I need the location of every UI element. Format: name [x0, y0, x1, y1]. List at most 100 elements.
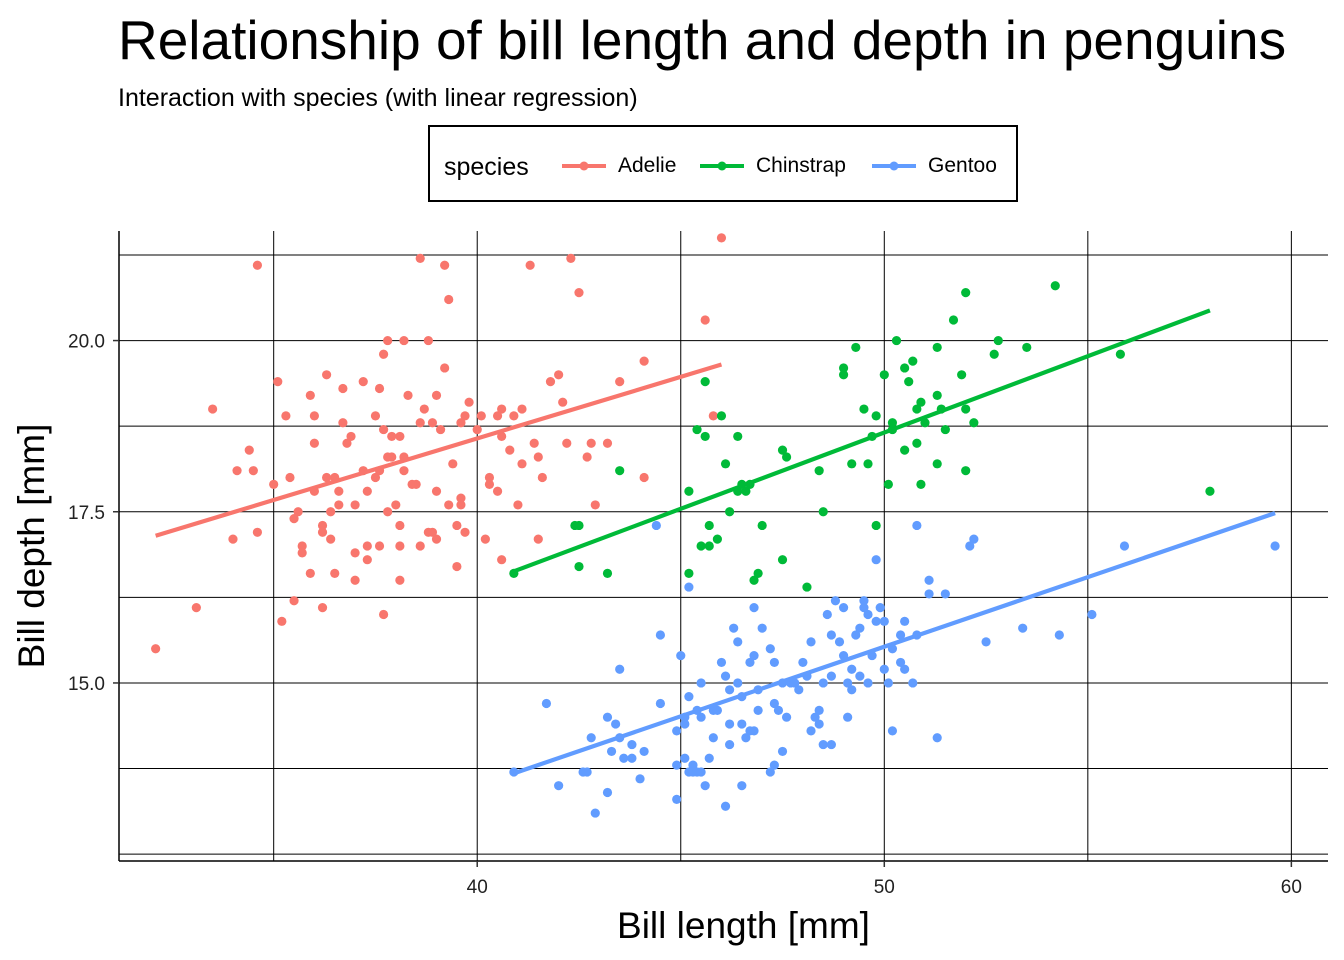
point-adelie	[317, 520, 328, 531]
regression-line-gentoo	[513, 511, 1276, 776]
point-gentoo	[1087, 609, 1097, 620]
legend-label-adelie: Adelie	[618, 154, 677, 177]
point-adelie	[407, 479, 417, 489]
point-adelie	[460, 411, 470, 421]
point-adelie	[334, 500, 344, 510]
point-chinstrap	[932, 342, 942, 353]
legend-label-gentoo: Gentoo	[928, 154, 997, 177]
point-gentoo	[615, 664, 625, 674]
point-chinstrap	[615, 466, 625, 476]
point-chinstrap	[704, 541, 714, 551]
point-adelie	[509, 411, 519, 421]
point-chinstrap	[883, 479, 893, 489]
point-adelie	[208, 404, 218, 414]
point-gentoo	[680, 753, 690, 763]
point-adelie	[419, 404, 429, 414]
point-adelie	[309, 411, 319, 421]
point-gentoo	[875, 603, 885, 613]
point-gentoo	[627, 753, 637, 763]
point-gentoo	[806, 637, 816, 647]
point-gentoo	[863, 678, 873, 688]
point-adelie	[399, 466, 409, 476]
point-gentoo	[855, 623, 865, 633]
point-gentoo	[672, 726, 682, 736]
point-adelie	[387, 452, 397, 462]
point-gentoo	[826, 671, 836, 681]
point-gentoo	[1054, 630, 1064, 640]
point-gentoo	[883, 678, 893, 688]
point-gentoo	[639, 746, 649, 757]
point-adelie	[362, 486, 372, 496]
point-gentoo	[725, 685, 735, 695]
series-adelie	[151, 233, 727, 654]
point-adelie	[297, 548, 307, 558]
point-gentoo	[798, 657, 808, 668]
point-adelie	[244, 445, 254, 455]
point-gentoo	[696, 712, 706, 722]
point-chinstrap	[753, 568, 763, 578]
point-adelie	[492, 411, 503, 421]
point-gentoo	[749, 650, 759, 661]
point-gentoo	[635, 774, 645, 784]
point-gentoo	[729, 623, 739, 633]
point-gentoo	[733, 678, 743, 688]
point-adelie	[497, 555, 507, 565]
point-adelie	[440, 260, 450, 270]
point-adelie	[293, 507, 303, 517]
point-adelie	[639, 472, 649, 483]
point-gentoo	[619, 753, 629, 763]
point-chinstrap	[940, 424, 950, 435]
point-adelie	[309, 438, 319, 448]
point-gentoo	[708, 733, 718, 743]
point-adelie	[716, 233, 727, 243]
point-adelie	[281, 411, 291, 421]
point-chinstrap	[777, 555, 788, 565]
point-chinstrap	[920, 418, 930, 428]
regression-line-adelie	[155, 362, 723, 538]
point-gentoo	[765, 767, 775, 777]
point-adelie	[305, 390, 315, 400]
point-adelie	[387, 431, 397, 442]
point-chinstrap	[725, 507, 735, 517]
point-adelie	[151, 644, 161, 654]
point-adelie	[383, 335, 393, 346]
point-adelie	[334, 486, 344, 496]
point-gentoo	[712, 705, 722, 715]
point-chinstrap	[838, 363, 849, 373]
point-chinstrap	[777, 445, 788, 455]
point-chinstrap	[961, 404, 971, 414]
point-gentoo	[602, 787, 613, 798]
point-gentoo	[590, 808, 600, 818]
point-gentoo	[651, 520, 661, 531]
point-chinstrap	[574, 520, 584, 531]
point-adelie	[370, 411, 381, 421]
point-adelie	[370, 472, 381, 483]
point-chinstrap	[574, 561, 584, 572]
point-adelie	[395, 431, 405, 442]
point-gentoo	[965, 541, 975, 551]
point-adelie	[395, 575, 405, 585]
legend-key-chinstrap	[700, 161, 744, 171]
point-adelie	[435, 424, 446, 435]
point-gentoo	[586, 733, 596, 743]
point-adelie	[322, 472, 332, 483]
point-chinstrap	[700, 377, 710, 387]
point-adelie	[252, 527, 263, 537]
point-adelie	[248, 466, 258, 476]
point-gentoo	[696, 767, 706, 777]
point-gentoo	[733, 637, 743, 647]
point-gentoo	[806, 726, 816, 736]
point-adelie	[289, 596, 299, 606]
point-adelie	[448, 459, 458, 469]
point-adelie	[615, 377, 625, 387]
point-gentoo	[1270, 541, 1280, 551]
point-adelie	[484, 472, 495, 483]
x-axis-title: Bill length [mm]	[617, 905, 870, 946]
point-chinstrap	[851, 342, 861, 353]
point-adelie	[415, 541, 425, 551]
point-adelie	[525, 260, 535, 270]
point-chinstrap	[696, 541, 706, 551]
point-chinstrap	[700, 431, 710, 442]
point-chinstrap	[871, 520, 881, 531]
point-gentoo	[781, 712, 792, 722]
